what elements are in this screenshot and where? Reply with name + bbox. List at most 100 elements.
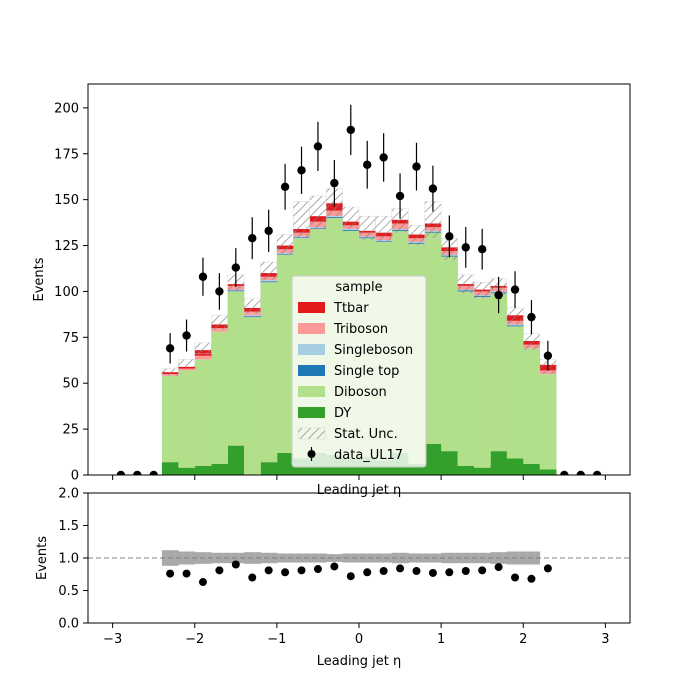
- ratio-point: [166, 569, 175, 578]
- legend-marker: [307, 450, 316, 458]
- data-point: [543, 351, 553, 360]
- ratio-point: [478, 566, 487, 575]
- unc-bin: [260, 261, 278, 281]
- y-tick-label: 1.0: [58, 552, 79, 567]
- data-point: [445, 232, 454, 241]
- stack-bar: [227, 445, 245, 475]
- data-point: [576, 470, 585, 475]
- legend-swatch: [298, 302, 325, 313]
- data-point: [182, 331, 191, 340]
- stack-bar: [260, 280, 278, 282]
- stack-bar: [506, 325, 524, 327]
- stack-bar: [211, 331, 229, 464]
- ratio-point: [445, 568, 454, 577]
- ratio-band-bin: [276, 553, 294, 563]
- stack-bar: [227, 291, 245, 446]
- stack-bar: [523, 348, 541, 464]
- ratio-point: [330, 562, 339, 571]
- y-tick-label: 25: [62, 423, 79, 438]
- data-point: [198, 272, 208, 281]
- stack-bar: [473, 467, 491, 475]
- data-point: [280, 182, 290, 191]
- stack-bar: [473, 296, 491, 468]
- legend-entry: data_UL17: [334, 448, 403, 463]
- main-x-axis-label: Leading jet η: [317, 483, 402, 498]
- stack-bar: [211, 463, 229, 475]
- ratio-point: [313, 565, 322, 574]
- ratio-point: [248, 573, 257, 582]
- stack-bar: [506, 458, 524, 475]
- stack-bar: [506, 324, 524, 326]
- unc-bin: [178, 359, 195, 367]
- ratio-band-bin: [326, 554, 343, 562]
- legend-swatch: [298, 365, 325, 376]
- legend-title: sample: [335, 280, 382, 295]
- ratio-band-bin: [293, 553, 311, 563]
- stack-bar: [161, 375, 179, 463]
- y-tick-label: 0.0: [58, 617, 79, 632]
- data-point: [461, 243, 470, 252]
- stack-bar: [276, 254, 294, 453]
- ratio-point: [182, 569, 191, 578]
- data-point: [363, 160, 372, 169]
- unc-bin: [506, 307, 524, 325]
- stack-bar: [539, 469, 557, 475]
- stack-bar: [441, 451, 458, 475]
- stack-bar: [194, 359, 212, 466]
- y-tick-label: 50: [62, 377, 79, 392]
- stack-bar: [260, 282, 278, 463]
- ratio-plot-panel: −3 −2 −1 0 1 2 30.00.51.01.52.0 Leading jet η …: [35, 487, 631, 669]
- y-tick-label: 2.0: [58, 487, 79, 502]
- stack-bar: [178, 368, 196, 371]
- stack-bar: [244, 317, 261, 475]
- ratio-band-bin: [359, 553, 376, 563]
- ratio-point: [281, 568, 290, 577]
- main-plot-panel: 0 25 50 75 100 125 150 175 200 Leading jet η Eve…: [32, 83, 631, 498]
- data-point: [215, 287, 224, 296]
- y-tick-label: 100: [54, 285, 79, 300]
- legend-entry: Single top: [334, 364, 399, 379]
- x-tick-label: 1: [437, 632, 445, 647]
- ratio-band-bin: [375, 553, 393, 563]
- data-point: [231, 263, 241, 272]
- data-point: [149, 470, 158, 475]
- data-point: [116, 470, 126, 475]
- data-point: [379, 153, 388, 162]
- stack-bar: [342, 229, 360, 230]
- x-tick-label: 2: [519, 632, 527, 647]
- ratio-y-axis-label: Events: [35, 536, 50, 580]
- unc-bin: [375, 215, 393, 243]
- y-tick-label: 150: [54, 193, 79, 208]
- main-y-axis-label: Events: [32, 257, 47, 301]
- stack-bar: [244, 316, 261, 318]
- stack-bar: [539, 374, 557, 470]
- data-point: [297, 166, 306, 175]
- stack-bar: [194, 355, 212, 360]
- ratio-point: [396, 564, 405, 573]
- stack-bar: [342, 229, 360, 231]
- ratio-points: [166, 560, 552, 587]
- unc-bin: [342, 206, 360, 230]
- data-point: [264, 226, 273, 236]
- stack-bar: [408, 463, 426, 475]
- stack-bar: [260, 281, 278, 283]
- stack-bar: [457, 291, 475, 466]
- unc-bin: [293, 201, 310, 239]
- stack-bar: [260, 462, 278, 475]
- x-tick-label: −1: [267, 632, 286, 647]
- y-tick-label: 75: [62, 331, 79, 346]
- data-point: [412, 162, 421, 171]
- unc-bin: [161, 368, 179, 377]
- data-point: [527, 312, 536, 322]
- legend-box: [291, 275, 427, 468]
- unc-bin: [408, 225, 425, 246]
- stat-unc-band: [161, 188, 557, 377]
- ratio-point: [494, 563, 503, 572]
- data-point: [248, 233, 257, 243]
- ratio-point: [511, 573, 520, 582]
- stack-bar: [326, 216, 343, 218]
- stack-bar: [506, 326, 524, 459]
- data-point: [494, 290, 503, 300]
- legend: sample Ttbar Triboson Singleboson Single top…: [291, 275, 427, 468]
